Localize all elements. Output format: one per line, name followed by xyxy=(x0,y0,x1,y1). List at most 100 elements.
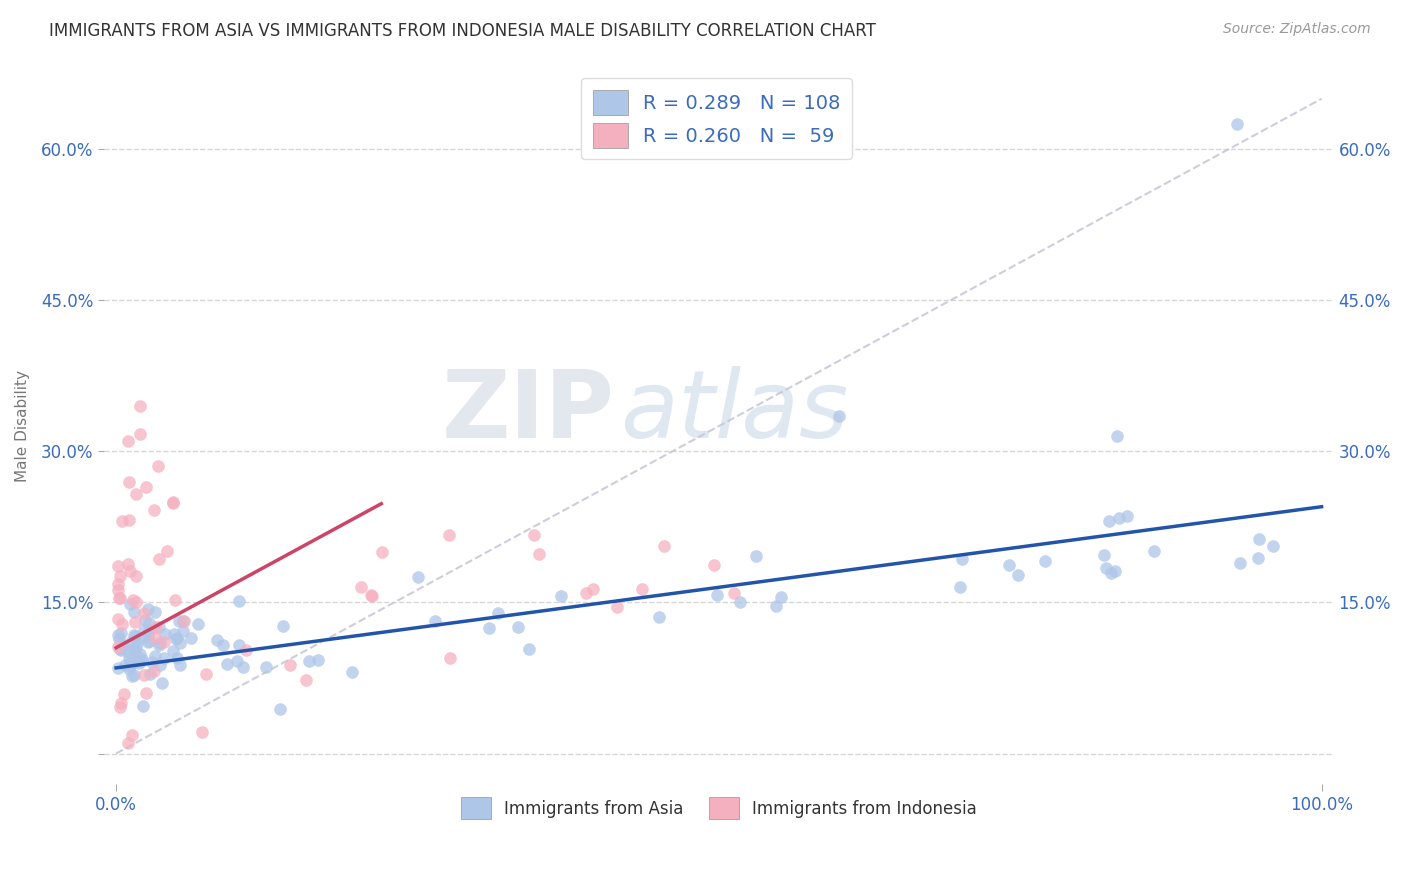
Point xyxy=(153,635,176,649)
Point xyxy=(117,736,139,750)
Point xyxy=(117,651,139,665)
Point xyxy=(169,636,191,650)
Point xyxy=(765,599,787,614)
Point xyxy=(163,593,186,607)
Point xyxy=(153,627,176,641)
Point xyxy=(129,426,152,441)
Point xyxy=(408,569,430,583)
Point xyxy=(278,657,301,672)
Point xyxy=(138,623,160,637)
Point xyxy=(107,640,129,654)
Point xyxy=(631,582,654,597)
Point xyxy=(350,580,373,594)
Point xyxy=(486,606,509,620)
Point xyxy=(136,628,159,642)
Point xyxy=(1094,561,1116,575)
Point xyxy=(108,642,131,657)
Point xyxy=(118,662,141,676)
Point xyxy=(1099,566,1122,581)
Point xyxy=(439,651,461,665)
Point xyxy=(173,615,195,629)
Point xyxy=(1226,117,1249,131)
Point xyxy=(478,621,501,635)
Point xyxy=(360,589,382,603)
Point xyxy=(112,638,135,652)
Point xyxy=(129,399,152,413)
Point xyxy=(122,668,145,682)
Point xyxy=(172,614,194,628)
Point xyxy=(120,635,142,649)
Point xyxy=(148,552,170,566)
Point xyxy=(162,496,184,510)
Point xyxy=(194,667,217,681)
Point xyxy=(145,619,167,633)
Point xyxy=(107,576,129,591)
Point xyxy=(273,619,295,633)
Point xyxy=(129,631,152,645)
Text: IMMIGRANTS FROM ASIA VS IMMIGRANTS FROM INDONESIA MALE DISABILITY CORRELATION CH: IMMIGRANTS FROM ASIA VS IMMIGRANTS FROM … xyxy=(49,22,876,40)
Point xyxy=(217,657,239,671)
Point xyxy=(207,633,229,648)
Point xyxy=(107,628,129,642)
Point xyxy=(110,626,132,640)
Point xyxy=(254,660,277,674)
Point xyxy=(226,654,249,668)
Point xyxy=(125,569,148,583)
Point xyxy=(121,669,143,683)
Point xyxy=(108,591,131,605)
Point xyxy=(129,647,152,661)
Point xyxy=(117,434,139,449)
Point xyxy=(770,591,793,605)
Point xyxy=(232,660,254,674)
Point xyxy=(949,580,972,594)
Point xyxy=(166,631,188,645)
Point xyxy=(117,644,139,658)
Point xyxy=(124,629,146,643)
Point xyxy=(517,642,540,657)
Point xyxy=(606,599,628,614)
Point xyxy=(228,638,250,652)
Point xyxy=(523,528,546,542)
Point xyxy=(1247,533,1270,547)
Point xyxy=(125,487,148,501)
Point xyxy=(135,686,157,700)
Point xyxy=(1094,548,1116,562)
Point xyxy=(139,666,162,681)
Point xyxy=(172,624,194,638)
Point xyxy=(136,601,159,615)
Point xyxy=(111,616,134,631)
Point xyxy=(723,586,745,600)
Point xyxy=(148,459,170,474)
Point xyxy=(118,513,141,527)
Point xyxy=(950,552,973,566)
Point xyxy=(108,568,131,582)
Point xyxy=(156,544,179,558)
Point xyxy=(149,657,172,672)
Point xyxy=(114,657,136,672)
Text: Source: ZipAtlas.com: Source: ZipAtlas.com xyxy=(1223,22,1371,37)
Point xyxy=(1143,544,1166,558)
Point xyxy=(1116,509,1139,524)
Point xyxy=(582,582,605,597)
Point xyxy=(143,665,166,679)
Point xyxy=(118,658,141,673)
Point xyxy=(117,475,139,489)
Text: ZIP: ZIP xyxy=(441,366,614,458)
Point xyxy=(132,668,155,682)
Point xyxy=(131,654,153,668)
Point xyxy=(1007,567,1029,582)
Point xyxy=(1098,515,1121,529)
Point xyxy=(128,656,150,670)
Point xyxy=(998,558,1021,573)
Point xyxy=(187,617,209,632)
Point xyxy=(439,528,461,542)
Point xyxy=(122,605,145,619)
Point xyxy=(125,641,148,656)
Point xyxy=(134,613,156,627)
Point xyxy=(132,606,155,620)
Point xyxy=(423,614,446,628)
Point xyxy=(1033,554,1056,568)
Point xyxy=(235,643,257,657)
Point xyxy=(107,612,129,626)
Point xyxy=(135,479,157,493)
